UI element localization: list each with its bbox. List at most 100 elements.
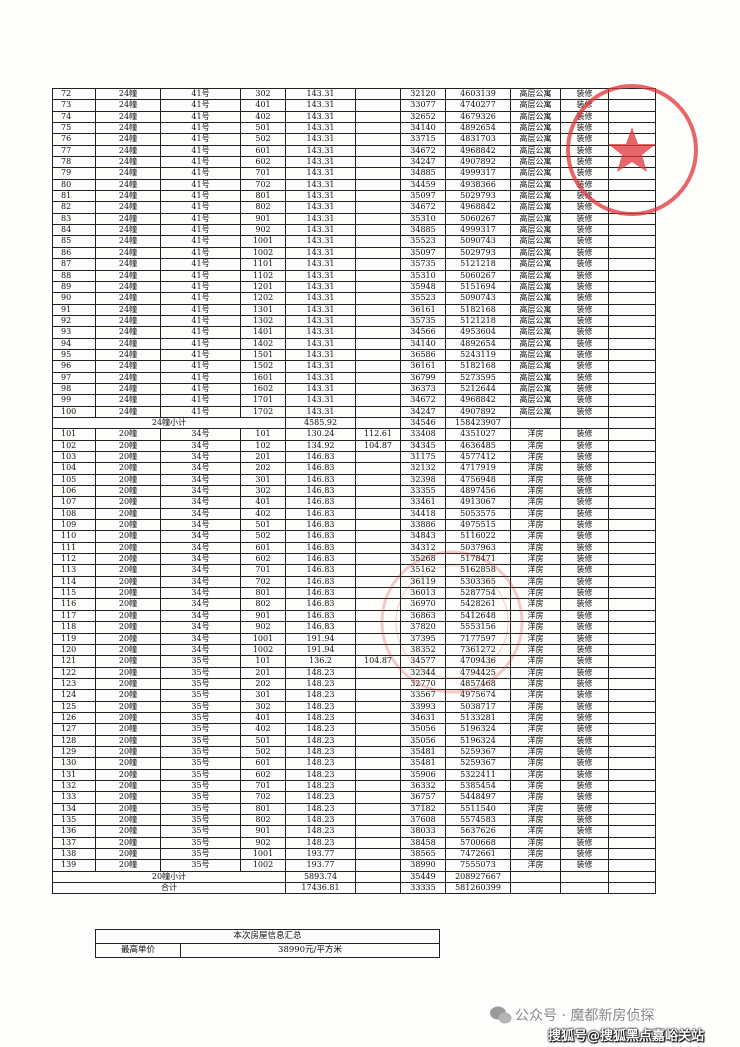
total-price: 5196324 xyxy=(446,735,511,747)
total-price: 4968842 xyxy=(446,145,511,158)
unit-price: 33461 xyxy=(401,497,446,509)
house-type: 洋房 xyxy=(511,815,561,827)
room: 1001 xyxy=(241,633,286,645)
total-price: 4907892 xyxy=(446,406,511,418)
area: 148.23 xyxy=(286,758,356,770)
house-type: 洋房 xyxy=(511,769,561,781)
unit: 35号 xyxy=(161,735,241,747)
decoration: 装修 xyxy=(561,191,609,203)
subtotal-area: 5893.74 xyxy=(286,871,356,884)
subtotal-total: 208927667 xyxy=(446,871,511,884)
extra-area xyxy=(356,724,401,736)
area: 130.24 xyxy=(286,429,356,441)
area: 146.83 xyxy=(286,474,356,487)
room: 301 xyxy=(241,690,286,702)
house-type: 洋房 xyxy=(511,531,561,543)
room: 1601 xyxy=(241,372,286,384)
decoration: 装修 xyxy=(561,508,609,521)
unit-price: 36586 xyxy=(401,349,446,362)
total-price: 5637626 xyxy=(446,826,511,838)
total-price: 4603139 xyxy=(446,89,511,101)
empty-cell xyxy=(609,690,656,702)
room: 702 xyxy=(241,792,286,804)
total-price: 5700668 xyxy=(446,837,511,850)
unit-price: 35097 xyxy=(401,191,446,203)
unit-price: 34672 xyxy=(401,395,446,407)
total-price: 4975674 xyxy=(446,690,511,702)
house-type: 高层公寓 xyxy=(511,236,561,248)
empty-cell xyxy=(609,100,656,112)
empty-cell xyxy=(511,883,561,895)
unit-price: 35481 xyxy=(401,758,446,770)
extra-area xyxy=(356,701,401,713)
total-price: 5037963 xyxy=(446,542,511,555)
room: 402 xyxy=(241,111,286,124)
extra-area xyxy=(356,100,401,112)
decoration: 装修 xyxy=(561,497,609,509)
extra-area xyxy=(356,406,401,418)
empty-cell xyxy=(609,769,656,781)
room: 601 xyxy=(241,542,286,555)
total-price: 4907892 xyxy=(446,157,511,169)
summary-title: 本次房屋信息汇总 xyxy=(96,930,440,944)
unit: 41号 xyxy=(161,123,241,135)
house-type: 高层公寓 xyxy=(511,270,561,282)
house-type: 高层公寓 xyxy=(511,327,561,339)
total-price: 4577412 xyxy=(446,452,511,464)
extra-area xyxy=(356,349,401,362)
unit: 35号 xyxy=(161,690,241,702)
area: 146.83 xyxy=(286,610,356,623)
row-number: 127 xyxy=(53,724,96,736)
unit-price: 36799 xyxy=(401,372,446,384)
row-number: 75 xyxy=(53,123,96,135)
empty-cell xyxy=(609,179,656,192)
building: 24幢 xyxy=(96,361,161,373)
unit: 35号 xyxy=(161,656,241,668)
extra-area xyxy=(356,213,401,226)
empty-cell xyxy=(609,542,656,555)
building: 20幢 xyxy=(96,565,161,577)
room: 702 xyxy=(241,179,286,192)
house-type: 高层公寓 xyxy=(511,338,561,350)
row-number: 124 xyxy=(53,690,96,702)
row-number: 117 xyxy=(53,610,96,623)
decoration: 装修 xyxy=(561,565,609,577)
total-price: 5511540 xyxy=(446,803,511,815)
house-type: 高层公寓 xyxy=(511,383,561,396)
total-price: 4913067 xyxy=(446,497,511,509)
unit-price: 33886 xyxy=(401,520,446,532)
decoration: 装修 xyxy=(561,712,609,725)
unit-price: 36863 xyxy=(401,610,446,623)
total-price: 5243119 xyxy=(446,349,511,362)
empty-cell xyxy=(609,497,656,509)
unit-price: 33715 xyxy=(401,134,446,146)
unit-price: 36332 xyxy=(401,780,446,793)
extra-area xyxy=(356,474,401,487)
extra-area xyxy=(356,338,401,350)
building: 24幢 xyxy=(96,406,161,418)
subtotal-total: 158423907 xyxy=(446,417,511,430)
building: 24幢 xyxy=(96,327,161,339)
unit: 41号 xyxy=(161,349,241,362)
empty-cell xyxy=(356,871,401,884)
room: 1502 xyxy=(241,361,286,373)
room: 802 xyxy=(241,202,286,214)
extra-area xyxy=(356,826,401,838)
building: 24幢 xyxy=(96,179,161,192)
row-number: 113 xyxy=(53,565,96,577)
extra-area xyxy=(356,622,401,634)
empty-cell xyxy=(609,599,656,611)
subtotal-price: 35449 xyxy=(401,871,446,884)
house-type: 高层公寓 xyxy=(511,123,561,135)
area: 148.23 xyxy=(286,803,356,815)
decoration: 装修 xyxy=(561,304,609,316)
decoration: 装修 xyxy=(561,815,609,827)
building: 20幢 xyxy=(96,610,161,623)
area: 146.83 xyxy=(286,565,356,577)
room: 702 xyxy=(241,576,286,589)
unit: 34号 xyxy=(161,588,241,600)
room: 502 xyxy=(241,531,286,543)
extra-area xyxy=(356,644,401,657)
empty-cell xyxy=(609,338,656,350)
empty-cell xyxy=(609,361,656,373)
